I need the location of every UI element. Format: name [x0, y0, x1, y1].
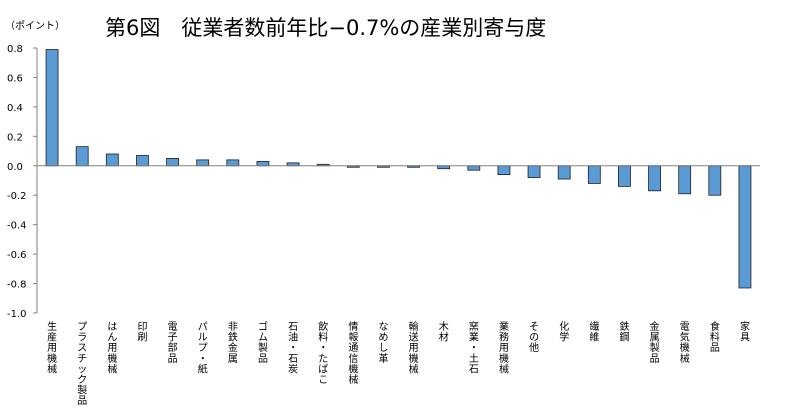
bar: [678, 165, 692, 195]
bar: [256, 160, 270, 167]
y-tick-label: -0.8: [7, 280, 27, 291]
y-unit-label: （ポイント）: [5, 20, 65, 32]
category-label: 生産用機械: [47, 320, 57, 375]
bar: [708, 165, 722, 196]
bar: [226, 159, 240, 167]
bar: [467, 165, 481, 171]
bar: [497, 165, 511, 176]
y-tick-label: 0.8: [7, 44, 23, 55]
bar: [166, 158, 179, 167]
category-label: 輸送用機械: [409, 320, 419, 375]
category-label: 木材: [439, 321, 449, 344]
category-label: 電気機械: [680, 321, 690, 365]
y-tick-label: -1.0: [7, 309, 27, 320]
y-tick-label: 0.0: [7, 162, 23, 173]
bar-group: [45, 49, 752, 289]
category-label: 金属製品: [650, 320, 660, 365]
y-tick-label: 0.2: [7, 132, 23, 143]
category-label: 石油・石炭: [288, 322, 298, 375]
category-label: ゴム製品: [258, 320, 268, 365]
bar: [105, 153, 119, 167]
category-label: その他: [529, 321, 539, 354]
y-tick-label: -0.6: [7, 250, 27, 261]
category-label-group: 生産用機械 プラスチック製品 はん用機械 印刷 電子部品 パルプ・紙 非鉄金属 ゴム製品 石油・…: [47, 320, 750, 407]
bar: [618, 165, 631, 187]
bar: [196, 159, 210, 167]
category-label: 印刷: [137, 321, 147, 344]
category-label: なめし革: [378, 321, 388, 365]
bar: [738, 165, 752, 289]
y-tick-label: 0.6: [7, 73, 23, 84]
category-label: 業務用機械: [499, 320, 509, 375]
category-label: 情報通信機械: [348, 320, 358, 386]
chart-title: 第6図 従業者数前年比−0.7%の産業別寄与度: [105, 16, 546, 40]
category-label: 飲料・たばこ: [318, 320, 328, 386]
bar: [648, 165, 661, 192]
category-label: 電子部品: [168, 321, 178, 365]
category-label: 繊維: [589, 320, 599, 344]
category-label: パルプ・紙: [198, 321, 208, 375]
category-label: プラスチック製品: [77, 321, 87, 407]
category-label: 食料品: [710, 320, 720, 354]
bar: [557, 165, 571, 180]
bar: [527, 165, 541, 178]
bar: [45, 49, 59, 167]
category-label: 窯業・土石: [469, 320, 479, 375]
y-tick-label: 0.4: [7, 103, 23, 114]
y-tick-group: 0.8 0.6 0.4 0.2 0.0 -0.2 -0.4 -0.6 -0.8 -1.0: [7, 44, 37, 320]
bar: [75, 146, 89, 167]
category-label: 非鉄金属: [228, 321, 238, 365]
bar: [587, 165, 601, 184]
bar: [136, 155, 149, 167]
category-label: 化学: [559, 320, 569, 344]
y-tick-label: -0.2: [7, 191, 27, 202]
category-label: はん用機械: [107, 321, 117, 375]
category-label: 家具: [740, 320, 750, 344]
category-label: 鉄鋼: [619, 320, 629, 344]
y-tick-label: -0.4: [7, 221, 27, 232]
